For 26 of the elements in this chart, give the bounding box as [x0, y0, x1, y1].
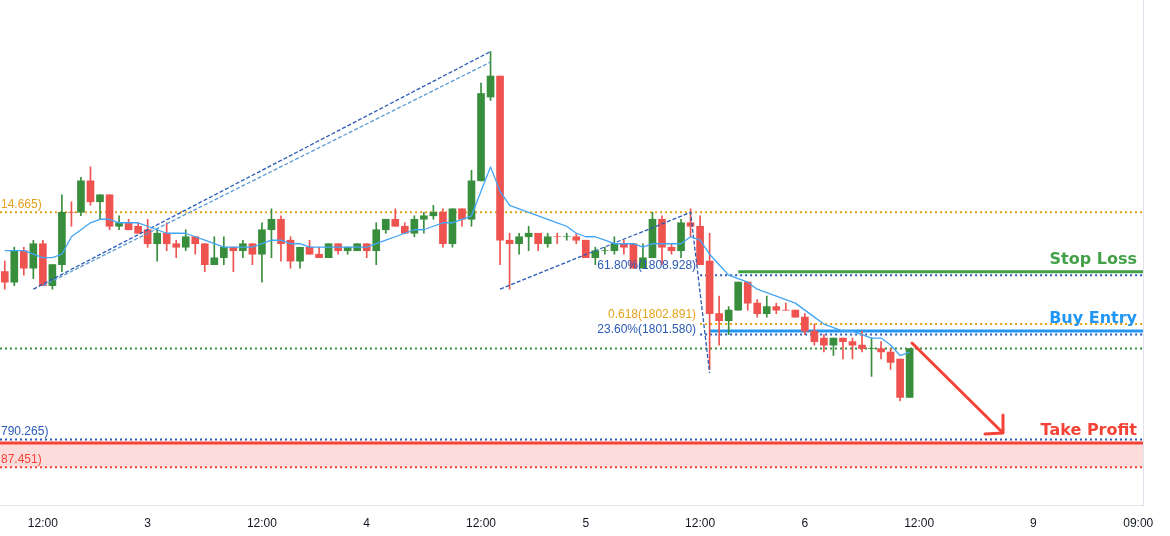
ref-line-label: Buy Entry [1049, 308, 1138, 328]
x-tick-label: 12:00 [466, 516, 497, 531]
annotation: 23.60%(1801.580) [597, 322, 697, 337]
ref-line-label: Stop Loss [1049, 248, 1137, 268]
x-tick-label: 5 [582, 516, 590, 531]
candlestick [420, 211, 428, 234]
candlestick [572, 232, 581, 245]
candlestick [553, 232, 562, 245]
text: 790.265) [1, 423, 49, 438]
text: 87.451) [1, 451, 42, 466]
x-tick-label: 3 [144, 516, 152, 531]
annotation: 14.665) [1, 196, 42, 211]
x-tick-label: 09:00 [1123, 516, 1154, 531]
x-tick-label: 12:00 [27, 516, 59, 531]
x-tick-label: 6 [801, 516, 809, 531]
x-tick-label: 9 [1030, 516, 1038, 531]
annotation: 0.618(1802.891) [608, 307, 697, 322]
ref-line-label: Take Profit [1040, 420, 1138, 440]
candlestick [734, 281, 743, 311]
x-tick-label: 4 [363, 516, 371, 531]
candlestick [581, 239, 590, 259]
candlestick [601, 246, 609, 255]
x-tick-label: 12:00 [685, 516, 716, 531]
candlestick [562, 232, 571, 241]
x-tick-label: 12:00 [904, 516, 935, 531]
x-tick-label: 12:00 [246, 516, 278, 531]
